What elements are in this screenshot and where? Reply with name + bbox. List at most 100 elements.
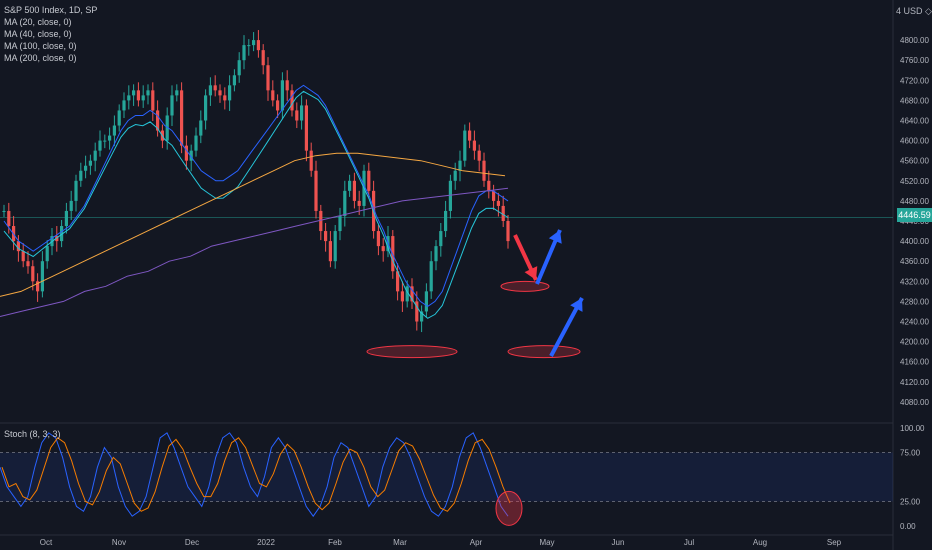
ma40-legend[interactable]: MA (40, close, 0) (4, 29, 72, 39)
candle-body (472, 140, 476, 151)
candle-body (319, 210, 323, 232)
candle-body (2, 210, 6, 212)
ma200-line (0, 187, 509, 317)
candle-body (338, 215, 342, 232)
candle-body (348, 180, 352, 191)
y-tick-label: 4800.00 (900, 36, 929, 45)
candle-body (156, 110, 160, 131)
candle-body (357, 200, 361, 206)
candle-body (261, 50, 265, 66)
candle-body (218, 90, 222, 96)
candle-body (285, 80, 289, 91)
y-tick-label: 4320.00 (900, 277, 929, 286)
last-price-badge: 4446.59 (897, 208, 932, 222)
candle-body (180, 90, 184, 146)
candle-body (439, 231, 443, 247)
candle-body (21, 251, 25, 262)
candle-body (300, 105, 304, 121)
candle-body (492, 190, 496, 201)
y-tick-label: 4480.00 (900, 197, 929, 206)
x-tick-label: May (539, 538, 554, 547)
candle-body (189, 150, 193, 161)
candle-body (36, 281, 40, 292)
stoch-tick-label: 25.00 (900, 498, 921, 507)
candle-body (252, 40, 256, 46)
candle-body (276, 100, 280, 111)
candle-body (69, 200, 73, 211)
ma20-legend[interactable]: MA (20, close, 0) (4, 17, 72, 27)
candle-body (136, 90, 140, 101)
candle-body (232, 75, 236, 86)
candle-body (242, 45, 246, 61)
stoch-band (0, 452, 893, 502)
y-tick-label: 4560.00 (900, 157, 929, 166)
candle-body (424, 291, 428, 312)
blue-up-arrow-1-head (548, 230, 562, 244)
candle-body (343, 190, 347, 216)
currency-label[interactable]: 4 USD ◇ (896, 6, 932, 16)
candle-body (103, 140, 107, 142)
y-tick-label: 4600.00 (900, 137, 929, 146)
x-tick-label: Aug (753, 538, 767, 547)
candle-body (84, 165, 88, 171)
stoch-oversold-ellipse (495, 490, 523, 526)
candle-body (213, 85, 217, 91)
candle-body (463, 130, 467, 161)
candle-body (117, 110, 121, 126)
y-tick-label: 4520.00 (900, 177, 929, 186)
candle-body (64, 210, 68, 227)
candle-body (199, 120, 203, 136)
stoch-d-line (1, 437, 511, 512)
x-tick-label: Jun (612, 538, 625, 547)
symbol-line[interactable]: S&P 500 Index, 1D, SP (4, 5, 98, 15)
candle-body (127, 95, 131, 101)
candle-body (367, 170, 371, 191)
candle-body (400, 291, 404, 302)
candle-body (376, 231, 380, 247)
stoch-tick-label: 0.00 (900, 522, 916, 531)
candle-body (487, 180, 491, 191)
x-tick-label: Nov (112, 538, 126, 547)
candle-body (55, 236, 59, 242)
stoch-tick-label: 75.00 (900, 449, 921, 458)
red-down-arrow-head (524, 266, 538, 280)
candle-body (429, 261, 433, 292)
stoch-tick-label: 100.00 (900, 424, 925, 433)
candle-body (309, 150, 313, 171)
candle-body (266, 65, 270, 91)
stoch-k-line (0, 432, 509, 518)
candle-body (468, 130, 472, 141)
candle-body (444, 210, 448, 232)
x-tick-label: Feb (328, 538, 342, 547)
x-tick-label: Jul (684, 538, 694, 547)
candle-body (496, 200, 500, 206)
candle-body (74, 180, 78, 201)
y-tick-label: 4160.00 (900, 358, 929, 367)
candle-body (79, 170, 83, 181)
candle-body (151, 90, 155, 111)
candle-body (420, 311, 424, 322)
y-tick-label: 4760.00 (900, 56, 929, 65)
candle-body (7, 210, 11, 227)
stoch-legend[interactable]: Stoch (8, 3, 3) (4, 429, 61, 439)
support-low-ellipse (366, 345, 458, 359)
candle-body (271, 90, 275, 101)
candle-body (40, 261, 44, 292)
ma100-legend[interactable]: MA (100, close, 0) (4, 41, 77, 51)
candle-body (194, 135, 198, 151)
ma200-legend[interactable]: MA (200, close, 0) (4, 53, 77, 63)
ma20-line (3, 84, 509, 308)
candle-body (16, 241, 20, 252)
candle-body (295, 110, 299, 121)
x-tick-label: Dec (185, 538, 199, 547)
ma100-line (0, 152, 506, 297)
candle-body (122, 100, 126, 111)
candle-body (98, 140, 102, 151)
candle-body (453, 170, 457, 181)
candle-body (434, 246, 438, 262)
red-down-arrow (513, 234, 538, 281)
candle-body (415, 301, 419, 322)
x-tick-label: Apr (470, 538, 483, 547)
